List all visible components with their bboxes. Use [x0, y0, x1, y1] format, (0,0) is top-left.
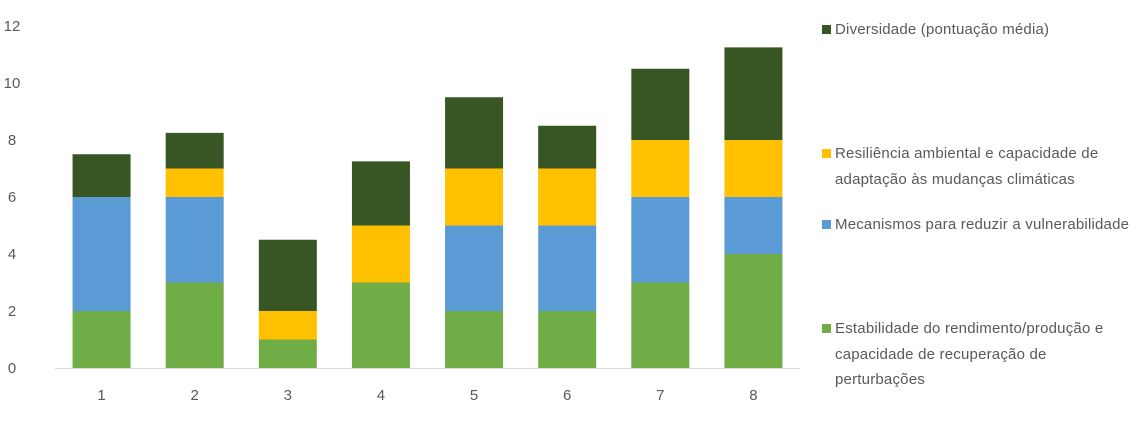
bar-segment-2-category-6 — [538, 225, 597, 311]
x-tick-label: 7 — [656, 387, 664, 404]
bar-segment-1-category-2 — [165, 282, 224, 368]
legend-label-mecanismos: Mecanismos para reduzir a vulnerabilidad… — [835, 216, 1130, 233]
bar-segment-3-category-7 — [631, 140, 690, 197]
y-tick-label: 12 — [4, 18, 21, 35]
bar-segment-1-category-7 — [631, 282, 690, 368]
bar-segment-2-category-2 — [165, 197, 224, 283]
legend-swatch-mecanismos — [822, 220, 831, 229]
x-tick-label: 3 — [284, 387, 292, 404]
y-tick-label: 2 — [8, 303, 16, 320]
legend-label-diversidade: Diversidade (pontuação média) — [835, 21, 1050, 38]
bar-segment-3-category-3 — [258, 311, 317, 340]
bar-segment-1-category-5 — [445, 311, 504, 368]
legend-swatch-resiliencia — [822, 149, 831, 158]
bar-segment-4-category-5 — [445, 97, 504, 169]
y-tick-label: 8 — [8, 132, 16, 149]
bar-segment-2-category-5 — [445, 225, 504, 311]
x-tick-label: 8 — [749, 387, 757, 404]
y-tick-label: 10 — [4, 75, 21, 92]
bar-segment-3-category-2 — [165, 168, 224, 197]
bar-segment-2-category-7 — [631, 197, 690, 283]
y-tick-label: 6 — [8, 189, 16, 206]
legend-label-estabilidade: Estabilidade do rendimento/produção e ca… — [835, 320, 1104, 388]
bar-segment-4-category-1 — [72, 154, 131, 197]
x-tick-label: 2 — [191, 387, 199, 404]
bar-segment-1-category-8 — [724, 254, 783, 368]
bar-segment-3-category-6 — [538, 168, 597, 226]
y-tick-label: 4 — [8, 246, 16, 263]
bar-segment-4-category-8 — [724, 47, 783, 140]
bar-segment-4-category-3 — [258, 239, 317, 311]
bar-segment-1-category-6 — [538, 311, 597, 368]
x-tick-label: 4 — [377, 387, 385, 404]
bar-segment-4-category-4 — [351, 161, 410, 226]
bar-segment-1-category-1 — [72, 311, 131, 368]
x-tick-label: 6 — [563, 387, 571, 404]
bar-segment-4-category-2 — [165, 132, 224, 169]
x-tick-label: 1 — [97, 387, 105, 404]
legend-swatch-estabilidade — [822, 324, 831, 333]
bar-segment-3-category-8 — [724, 140, 783, 197]
y-tick-label: 0 — [8, 360, 16, 377]
bar-segment-3-category-4 — [351, 225, 410, 283]
bar-segment-1-category-4 — [351, 282, 410, 368]
x-tick-label: 5 — [470, 387, 478, 404]
bar-segment-4-category-6 — [538, 125, 597, 169]
bar-segment-2-category-1 — [72, 197, 131, 311]
bar-segment-4-category-7 — [631, 68, 690, 140]
bar-segment-1-category-3 — [258, 339, 317, 368]
legend-swatch-diversidade — [822, 25, 831, 34]
legend-label-resiliencia: Resiliência ambiental e capacidade de ad… — [835, 145, 1099, 188]
bar-segment-3-category-5 — [445, 168, 504, 226]
bar-segment-2-category-8 — [724, 197, 783, 254]
